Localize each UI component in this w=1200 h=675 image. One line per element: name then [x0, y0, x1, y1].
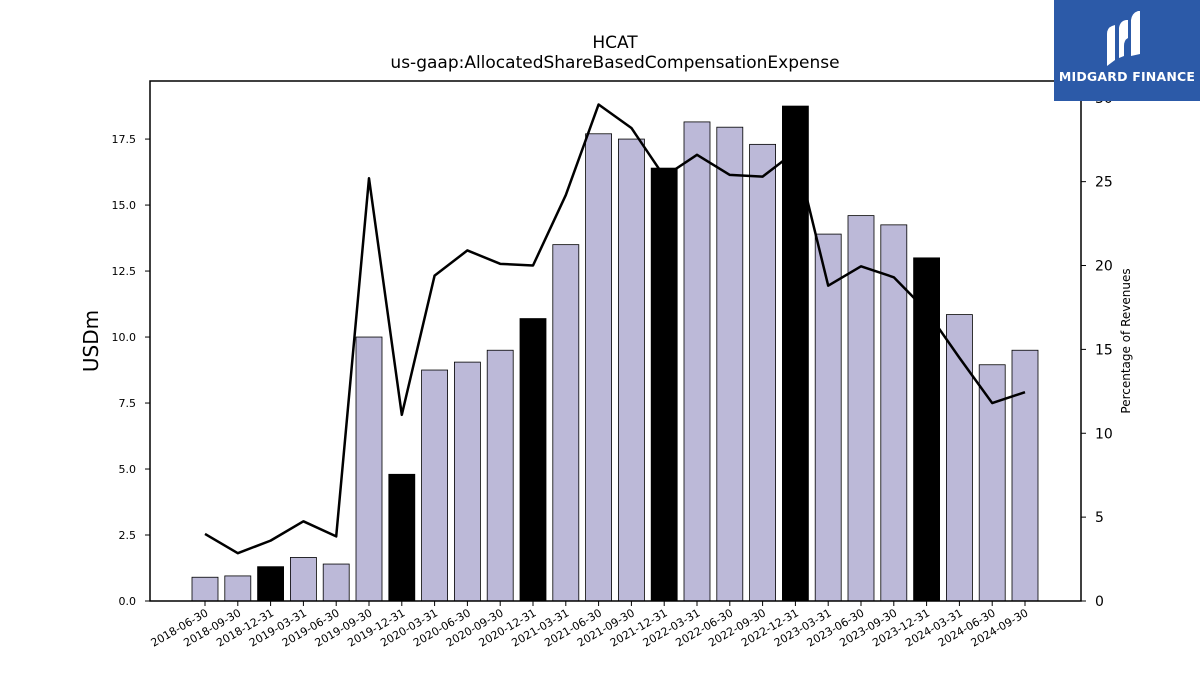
y-tick-label: 0.0	[119, 595, 137, 608]
bar-2020-03-31	[421, 369, 449, 602]
bar-2020-09-30	[486, 349, 514, 602]
percentage-line	[204, 103, 1026, 555]
bar-2021-12-31	[650, 167, 678, 602]
y2-tick-label: 15	[1095, 342, 1113, 358]
bar-2022-06-30	[716, 126, 744, 602]
bar-2023-06-30	[847, 215, 875, 602]
bar-2023-12-31	[913, 257, 940, 602]
bar-2018-06-30	[191, 576, 219, 602]
bar-2021-09-30	[618, 138, 645, 602]
y2-tick-label: 5	[1095, 510, 1104, 526]
bar-2023-09-30	[880, 224, 908, 602]
bar-2022-03-31	[683, 121, 711, 602]
logo-text: MIDGARD FINANCE	[1058, 69, 1196, 84]
y-tick-label: 12.5	[112, 265, 137, 278]
bar-2020-06-30	[453, 361, 481, 602]
bar-2020-12-31	[519, 318, 547, 602]
y-tick-label: 10.0	[112, 331, 137, 344]
chart-title: HCAT	[592, 33, 638, 53]
bar-2022-12-31	[782, 105, 809, 602]
plot-frame	[149, 80, 1082, 602]
y-tick-label: 17.5	[112, 133, 137, 146]
bar-2019-12-31	[388, 473, 416, 602]
bar-2019-09-30	[355, 336, 383, 602]
y2-axis-label: Percentage of Revenues	[1119, 268, 1133, 413]
y-tick-label: 15.0	[112, 199, 137, 212]
midgard-logo-icon	[1107, 11, 1140, 66]
bar-2023-03-31	[814, 233, 842, 602]
bar-2019-03-31	[289, 557, 317, 602]
bar-2022-09-30	[749, 143, 776, 602]
y2-tick-label: 0	[1095, 594, 1104, 610]
line-layer	[204, 103, 1026, 555]
midgard-finance-logo: MIDGARD FINANCE	[1054, 0, 1200, 101]
y2-tick-label: 25	[1095, 175, 1113, 191]
y-tick-label: 5.0	[119, 463, 137, 476]
bars-layer	[191, 105, 1039, 602]
y-tick-label: 2.5	[119, 529, 137, 542]
y2-tick-label: 10	[1095, 426, 1113, 442]
bar-2021-03-31	[552, 244, 580, 602]
chart-subtitle: us-gaap:AllocatedShareBasedCompensationE…	[390, 53, 839, 73]
bar-2018-12-31	[257, 566, 285, 602]
y-tick-label: 7.5	[119, 397, 137, 410]
y-axis-label: USDm	[79, 310, 103, 372]
bar-2024-03-31	[946, 314, 973, 602]
bar-2021-06-30	[585, 133, 612, 602]
bar-2019-06-30	[322, 563, 350, 602]
y2-tick-label: 20	[1095, 259, 1113, 275]
bar-2018-09-30	[224, 575, 252, 602]
bar-2024-09-30	[1011, 349, 1039, 602]
